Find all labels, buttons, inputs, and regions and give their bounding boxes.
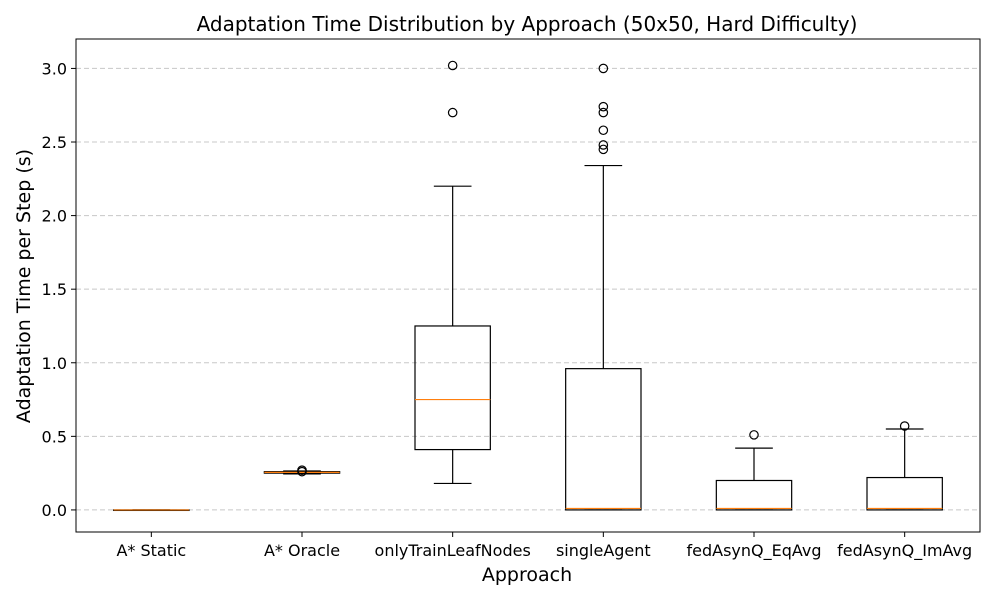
outlier-point	[598, 125, 609, 136]
y-tick-label: 3.0	[42, 59, 67, 78]
x-tick-label: fedAsynQ_ImAvg	[837, 541, 972, 561]
box-group	[113, 60, 943, 512]
y-axis: 0.0 0.5 1.0 1.5 2.0 2.5 3.0	[42, 59, 76, 520]
outlier-point	[598, 101, 609, 112]
box-plot	[866, 421, 943, 511]
box-plot	[414, 60, 491, 485]
outlier-point	[447, 60, 458, 71]
y-axis-label: Adaptation Time per Step (s)	[13, 149, 35, 423]
y-tick-label: 0.0	[42, 501, 67, 520]
outlier-point	[749, 430, 759, 440]
box-plot	[263, 465, 341, 477]
plot-frame	[75, 38, 981, 533]
box-plot	[113, 509, 190, 512]
outlier-point	[598, 107, 609, 118]
outlier-point	[899, 421, 910, 431]
box-plot	[715, 430, 793, 511]
x-axis-label: Approach	[482, 564, 572, 586]
box	[414, 325, 491, 451]
box-plot	[565, 63, 642, 511]
outlier-point	[598, 63, 609, 74]
y-tick-label: 0.5	[42, 427, 67, 446]
x-tick-label: fedAsynQ_EqAvg	[686, 541, 821, 561]
y-tick-label: 2.0	[42, 207, 67, 226]
chart-title: Adaptation Time Distribution by Approach…	[197, 12, 858, 36]
x-axis: A* Static A* Oracle onlyTrainLeafNodes sing…	[116, 532, 972, 561]
grid-lines	[76, 67, 980, 511]
outlier-point	[598, 140, 609, 150]
box	[866, 476, 943, 511]
y-tick-label: 1.0	[42, 354, 67, 373]
x-tick-label: A* Oracle	[264, 541, 340, 560]
outlier-point	[447, 107, 458, 118]
outlier-point	[598, 144, 609, 155]
x-tick-label: onlyTrainLeafNodes	[375, 541, 531, 560]
box	[565, 368, 642, 511]
outlier-point	[297, 465, 307, 475]
y-tick-label: 1.5	[42, 280, 67, 299]
y-tick-label: 2.5	[42, 133, 67, 152]
box	[715, 479, 793, 511]
x-tick-label: A* Static	[116, 541, 186, 560]
x-tick-label: singleAgent	[556, 541, 651, 560]
